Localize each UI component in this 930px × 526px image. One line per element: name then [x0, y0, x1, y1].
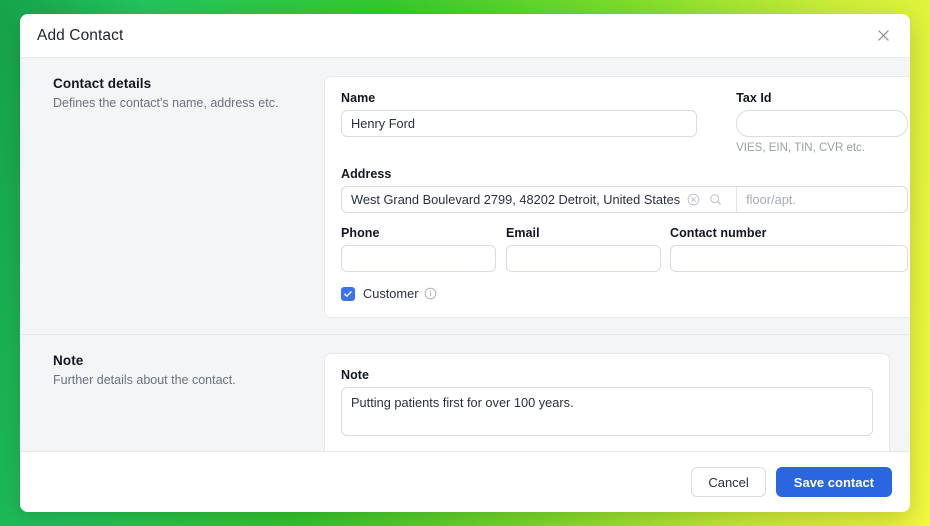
- address-field-group: Address West Grand Boulevard 2799, 48202…: [341, 167, 909, 213]
- customer-checkbox[interactable]: [341, 286, 355, 301]
- modal-header: Add Contact: [20, 14, 910, 58]
- contact-details-aside: Contact details Defines the contact's na…: [34, 76, 324, 318]
- close-icon[interactable]: [872, 25, 894, 47]
- address-divider: [736, 187, 738, 212]
- name-tax-row: Name Tax Id VIES, EIN, TIN, CVR etc.: [341, 91, 909, 154]
- phone-email-contact-row: Phone Email Contact number: [341, 226, 909, 272]
- name-label: Name: [341, 91, 376, 105]
- contact-number-label: Contact number: [670, 226, 767, 240]
- customer-checkbox-row[interactable]: Customer: [341, 286, 908, 301]
- phone-input[interactable]: [341, 245, 496, 272]
- clear-circle-icon[interactable]: [684, 191, 702, 209]
- customer-checkbox-label: Customer: [363, 286, 419, 301]
- note-card: Note: [324, 353, 890, 451]
- save-contact-button[interactable]: Save contact: [775, 467, 892, 497]
- note-section: Note Further details about the contact. …: [20, 335, 910, 451]
- info-circle-icon[interactable]: [424, 287, 437, 300]
- email-field-group: Email: [506, 226, 661, 272]
- note-subtitle: Further details about the contact.: [53, 373, 236, 387]
- address-search-input[interactable]: West Grand Boulevard 2799, 48202 Detroit…: [342, 187, 730, 212]
- contact-number-input[interactable]: [670, 245, 909, 272]
- field-gap: [496, 226, 506, 272]
- name-field-group: Name: [341, 91, 697, 154]
- contact-details-heading: Contact details: [53, 76, 152, 91]
- page-title: Add Contact: [37, 26, 124, 44]
- tax-id-field-group: Tax Id VIES, EIN, TIN, CVR etc.: [736, 91, 909, 154]
- floor-apt-input[interactable]: [737, 187, 908, 212]
- tax-id-label: Tax Id: [736, 91, 772, 105]
- phone-label: Phone: [341, 226, 380, 240]
- note-textarea[interactable]: [341, 387, 873, 436]
- address-input-wrapper: West Grand Boulevard 2799, 48202 Detroit…: [341, 186, 909, 213]
- email-label: Email: [506, 226, 540, 240]
- name-input[interactable]: [341, 110, 697, 137]
- note-heading: Note: [53, 353, 84, 368]
- cancel-button[interactable]: Cancel: [691, 467, 766, 497]
- contact-number-field-group: Contact number: [670, 226, 909, 272]
- tax-id-hint: VIES, EIN, TIN, CVR etc.: [736, 142, 866, 154]
- modal-body: Contact details Defines the contact's na…: [20, 58, 910, 451]
- section-divider: [20, 334, 910, 335]
- contact-details-card: Name Tax Id VIES, EIN, TIN, CVR etc. Add…: [324, 76, 910, 318]
- tax-id-input[interactable]: [736, 110, 909, 137]
- contact-details-section: Contact details Defines the contact's na…: [20, 58, 910, 334]
- note-label: Note: [341, 368, 369, 382]
- field-gap-2: [661, 226, 670, 272]
- phone-field-group: Phone: [341, 226, 496, 272]
- email-input[interactable]: [506, 245, 661, 272]
- search-icon[interactable]: [706, 191, 724, 209]
- add-contact-modal: Add Contact Contact details Defines the …: [20, 14, 910, 512]
- address-value: West Grand Boulevard 2799, 48202 Detroit…: [351, 192, 681, 207]
- contact-details-subtitle: Defines the contact's name, address etc.: [53, 96, 279, 110]
- modal-footer: Cancel Save contact: [20, 451, 910, 512]
- note-aside: Note Further details about the contact.: [34, 353, 324, 451]
- address-label: Address: [341, 167, 392, 181]
- row-spacer: [697, 91, 736, 154]
